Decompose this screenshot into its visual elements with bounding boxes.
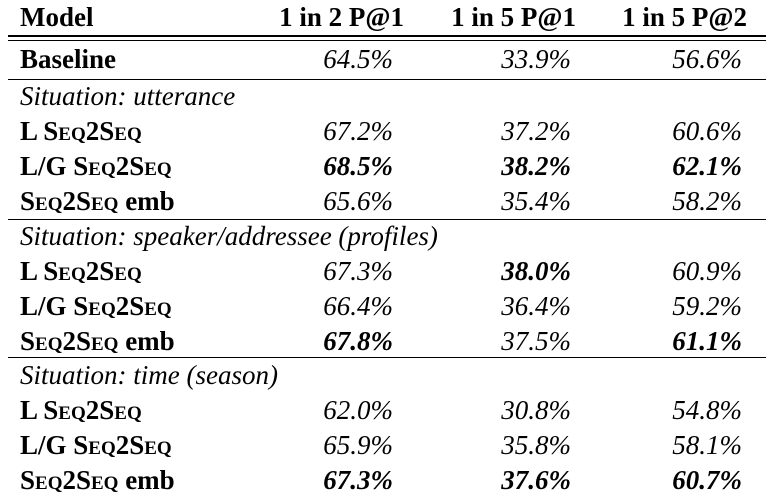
value-cell: 62.1% bbox=[672, 151, 742, 181]
value-cell: 67.2% bbox=[323, 116, 393, 146]
section-title: Situation: speaker/addressee (profiles) bbox=[20, 221, 438, 251]
model-prefix: L bbox=[20, 256, 44, 286]
section-header: Situation: time (season) bbox=[0, 360, 769, 391]
model-name: L/G Seq2Seq bbox=[20, 291, 172, 322]
table-row: Seq2Seq emb 67.3% 37.6% 60.7% bbox=[0, 465, 769, 496]
model-name: L Seq2Seq bbox=[20, 395, 142, 426]
model-prefix: L/G bbox=[20, 151, 74, 181]
model-prefix: L bbox=[20, 116, 44, 146]
header-col-1in5-p1: 1 in 5 P@1 bbox=[451, 2, 576, 32]
model-prefix: L bbox=[20, 395, 44, 425]
table-row: Seq2Seq emb 65.6% 35.4% 58.2% bbox=[0, 186, 769, 217]
model-name-smallcaps: Seq2Seq bbox=[20, 186, 119, 216]
value-cell: 60.9% bbox=[672, 256, 742, 286]
value-cell: 37.5% bbox=[501, 326, 571, 356]
value-cell: 66.4% bbox=[323, 291, 393, 321]
value-cell: 62.0% bbox=[323, 395, 393, 425]
value-cell: 36.4% bbox=[501, 291, 571, 321]
section-rule bbox=[8, 219, 766, 220]
table-row: L Seq2Seq 67.3% 38.0% 60.9% bbox=[0, 256, 769, 287]
model-name: L Seq2Seq bbox=[20, 256, 142, 287]
section-header: Situation: speaker/addressee (profiles) bbox=[0, 221, 769, 252]
value-cell: 35.8% bbox=[501, 430, 571, 460]
value-cell: 37.6% bbox=[501, 465, 571, 495]
model-name-smallcaps: Seq2Seq bbox=[73, 430, 172, 460]
value-cell: 67.3% bbox=[323, 256, 393, 286]
value-cell: 58.2% bbox=[672, 186, 742, 216]
value-cell: 68.5% bbox=[323, 151, 393, 181]
value-cell: 65.6% bbox=[323, 186, 393, 216]
value-cell: 61.1% bbox=[672, 326, 742, 356]
header-col-1in2-p1: 1 in 2 P@1 bbox=[279, 2, 404, 32]
value-cell: 58.1% bbox=[672, 430, 742, 460]
baseline-value-3: 56.6% bbox=[672, 44, 742, 74]
baseline-row: Baseline 64.5% 33.9% 56.6% bbox=[0, 44, 769, 75]
model-prefix: L/G bbox=[20, 291, 74, 321]
header-col-1in5-p2: 1 in 5 P@2 bbox=[622, 2, 747, 32]
model-name-smallcaps: Seq2Seq bbox=[43, 256, 142, 286]
table-row: Seq2Seq emb 67.8% 37.5% 61.1% bbox=[0, 326, 769, 357]
section-title: Situation: utterance bbox=[20, 81, 236, 111]
value-cell: 37.2% bbox=[501, 116, 571, 146]
model-name: Seq2Seq emb bbox=[20, 186, 175, 217]
value-cell: 67.8% bbox=[323, 326, 393, 356]
section-header: Situation: utterance bbox=[0, 81, 769, 112]
table-row: L Seq2Seq 62.0% 30.8% 54.8% bbox=[0, 395, 769, 426]
value-cell: 59.2% bbox=[672, 291, 742, 321]
value-cell: 65.9% bbox=[323, 430, 393, 460]
value-cell: 60.6% bbox=[672, 116, 742, 146]
table-row: L/G Seq2Seq 66.4% 36.4% 59.2% bbox=[0, 291, 769, 322]
table-row: L/G Seq2Seq 68.5% 38.2% 62.1% bbox=[0, 151, 769, 182]
table-row: L/G Seq2Seq 65.9% 35.8% 58.1% bbox=[0, 430, 769, 461]
model-name-smallcaps: Seq2Seq bbox=[20, 465, 119, 495]
model-name-smallcaps: Seq2Seq bbox=[73, 151, 172, 181]
section-rule bbox=[8, 357, 766, 358]
value-cell: 38.0% bbox=[501, 256, 571, 286]
model-suffix: emb bbox=[118, 326, 175, 356]
model-name: L Seq2Seq bbox=[20, 116, 142, 147]
value-cell: 60.7% bbox=[672, 465, 742, 495]
section-rule bbox=[8, 79, 766, 80]
value-cell: 38.2% bbox=[501, 151, 571, 181]
header-row: Model 1 in 2 P@1 1 in 5 P@1 1 in 5 P@2 bbox=[0, 2, 769, 33]
value-cell: 35.4% bbox=[501, 186, 571, 216]
section-title: Situation: time (season) bbox=[20, 360, 278, 390]
model-suffix: emb bbox=[118, 186, 175, 216]
model-name-smallcaps: Seq2Seq bbox=[43, 116, 142, 146]
model-name-smallcaps: Seq2Seq bbox=[20, 326, 119, 356]
model-name: L/G Seq2Seq bbox=[20, 151, 172, 182]
baseline-label: Baseline bbox=[20, 44, 117, 74]
model-name-smallcaps: Seq2Seq bbox=[73, 291, 172, 321]
header-rule-bottom bbox=[8, 40, 766, 41]
header-rule-top bbox=[8, 35, 766, 37]
value-cell: 54.8% bbox=[672, 395, 742, 425]
header-model: Model bbox=[20, 2, 94, 32]
table-row: L Seq2Seq 67.2% 37.2% 60.6% bbox=[0, 116, 769, 147]
model-prefix: L/G bbox=[20, 430, 74, 460]
value-cell: 30.8% bbox=[501, 395, 571, 425]
model-name: L/G Seq2Seq bbox=[20, 430, 172, 461]
model-name: Seq2Seq emb bbox=[20, 465, 175, 496]
model-name: Seq2Seq emb bbox=[20, 326, 175, 357]
baseline-value-1: 64.5% bbox=[323, 44, 393, 74]
baseline-value-2: 33.9% bbox=[501, 44, 571, 74]
value-cell: 67.3% bbox=[323, 465, 393, 495]
model-suffix: emb bbox=[118, 465, 175, 495]
model-name-smallcaps: Seq2Seq bbox=[43, 395, 142, 425]
